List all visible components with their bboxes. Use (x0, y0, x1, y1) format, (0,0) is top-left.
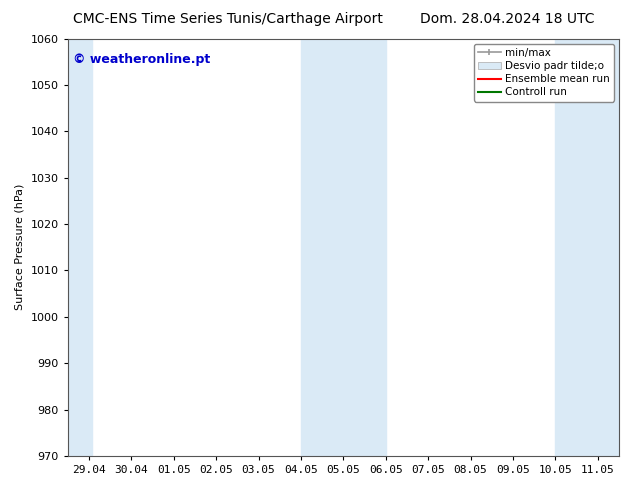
Text: Dom. 28.04.2024 18 UTC: Dom. 28.04.2024 18 UTC (420, 12, 595, 26)
Legend: min/max, Desvio padr tilde;o, Ensemble mean run, Controll run: min/max, Desvio padr tilde;o, Ensemble m… (474, 44, 614, 101)
Text: © weatheronline.pt: © weatheronline.pt (73, 53, 210, 66)
Bar (555, 39, 623, 456)
Y-axis label: Surface Pressure (hPa): Surface Pressure (hPa) (15, 184, 25, 311)
Bar (68, 39, 93, 456)
Bar (301, 39, 385, 456)
Text: CMC-ENS Time Series Tunis/Carthage Airport: CMC-ENS Time Series Tunis/Carthage Airpo… (74, 12, 383, 26)
